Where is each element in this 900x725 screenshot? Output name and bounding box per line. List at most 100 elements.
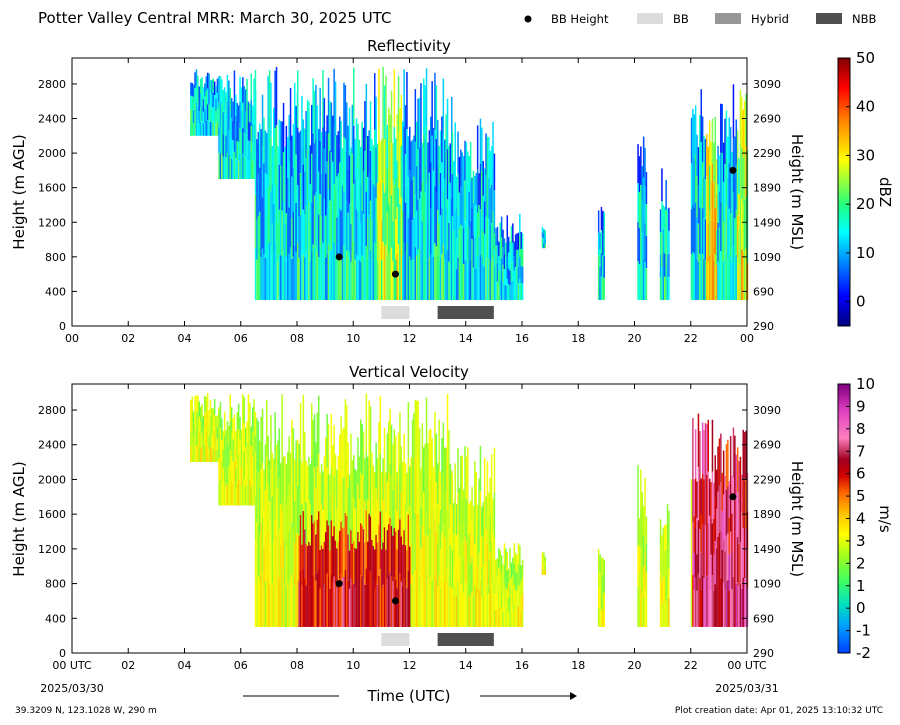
y-tick-right-label: 1890 xyxy=(753,508,781,521)
y-tick-label: 1200 xyxy=(38,543,66,556)
legend-nbb-swatch xyxy=(816,13,842,24)
y-tick-right-label: 690 xyxy=(753,612,774,625)
colorbar-tick-label: 9 xyxy=(856,397,866,415)
colorbar-tick-label: 2 xyxy=(856,554,866,572)
x-tick-label: 16 xyxy=(515,332,529,345)
velocity-ylabel: Height (m AGL) xyxy=(10,461,28,576)
y-tick-label: 1200 xyxy=(38,216,66,229)
start-date-label: 2025/03/30 xyxy=(40,682,103,695)
x-tick-label: 10 xyxy=(346,332,360,345)
colorbar-tick-label: 10 xyxy=(856,244,875,262)
y-tick-right-label: 3090 xyxy=(753,78,781,91)
x-tick-label: 08 xyxy=(290,659,304,672)
y-tick-right-label: 1890 xyxy=(753,182,781,195)
x-tick-label: 00 UTC xyxy=(52,659,92,672)
y-tick-right-label: 2290 xyxy=(753,147,781,160)
figure-title: Potter Valley Central MRR: March 30, 202… xyxy=(38,9,391,27)
x-tick-label: 20 xyxy=(628,659,642,672)
velocity-title: Vertical Velocity xyxy=(349,363,469,381)
bb-height-dot xyxy=(729,493,737,501)
bb-height-dot xyxy=(729,166,737,174)
legend-bb-swatch xyxy=(637,13,663,24)
x-tick-label: 02 xyxy=(121,659,135,672)
colorbar-tick-label: 8 xyxy=(856,420,866,438)
y-tick-label: 1600 xyxy=(38,182,66,195)
y-tick-right-label: 290 xyxy=(753,647,774,660)
y-tick-label: 2400 xyxy=(38,439,66,452)
y-tick-right-label: 2690 xyxy=(753,439,781,452)
y-tick-right-label: 690 xyxy=(753,285,774,298)
y-tick-label: 800 xyxy=(45,251,66,264)
y-tick-label: 400 xyxy=(45,612,66,625)
y-tick-label: 2800 xyxy=(38,404,66,417)
x-tick-label: 04 xyxy=(178,659,192,672)
legend-hybrid-swatch xyxy=(715,13,741,24)
colorbar-tick-label: 6 xyxy=(856,465,866,483)
reflectivity-title: Reflectivity xyxy=(367,37,451,55)
velocity-ylabel-right: Height (m MSL) xyxy=(788,461,806,577)
y-tick-label: 800 xyxy=(45,578,66,591)
velocity-colorbar: -2 -1 0 1 2 3 4 5 6 7 8 9 10 xyxy=(837,375,875,662)
y-tick-label: 400 xyxy=(45,285,66,298)
band-bb xyxy=(381,306,410,319)
band-nbb xyxy=(437,633,494,646)
x-tick-label: 06 xyxy=(234,659,248,672)
x-tick-label: 10 xyxy=(346,659,360,672)
legend-hybrid-label: Hybrid xyxy=(751,12,789,26)
colorbar-tick-label: 20 xyxy=(856,195,875,213)
velocity-colorbar-label: m/s xyxy=(876,505,894,533)
y-tick-right-label: 290 xyxy=(753,320,774,333)
colorbar-tick-label: 0 xyxy=(856,599,866,617)
reflectivity-panel: Reflectivity 00 02 04 06 08 10 12 14 16 18 20 22 000… xyxy=(10,37,894,345)
y-tick-label: 2400 xyxy=(38,113,66,126)
y-tick-label: 2800 xyxy=(38,78,66,91)
y-tick-label: 0 xyxy=(59,647,66,660)
colorbar-tick-label: 50 xyxy=(856,49,875,67)
reflectivity-plot: 00 02 04 06 08 10 12 14 16 18 20 22 0004008001200160… xyxy=(38,57,781,345)
bb-height-dot xyxy=(335,253,343,261)
colorbar-tick-label: 1 xyxy=(856,577,866,595)
y-tick-label: 2000 xyxy=(38,473,66,486)
reflectivity-colorbar: 0 10 20 30 40 50 xyxy=(837,49,875,327)
colorbar-tick-label: 10 xyxy=(856,375,875,393)
colorbar-tick-label: 3 xyxy=(856,532,866,550)
x-tick-label: 12 xyxy=(403,659,417,672)
y-tick-right-label: 2290 xyxy=(753,473,781,486)
y-tick-label: 0 xyxy=(59,320,66,333)
arrow-head-icon xyxy=(570,692,577,700)
x-tick-label: 14 xyxy=(459,659,473,672)
colorbar-tick-label: 40 xyxy=(856,98,875,116)
reflectivity-colorbar-label: dBZ xyxy=(876,177,894,207)
colorbar-tick-label: 4 xyxy=(856,510,866,528)
colorbar-tick-label: -1 xyxy=(856,622,871,640)
reflectivity-ylabel-right: Height (m MSL) xyxy=(788,134,806,250)
y-tick-right-label: 1090 xyxy=(753,578,781,591)
y-tick-right-label: 3090 xyxy=(753,404,781,417)
x-tick-label: 00 xyxy=(740,332,754,345)
colorbar-tick-label: 30 xyxy=(856,146,875,164)
x-tick-label: 00 UTC xyxy=(727,659,767,672)
legend: BB Height BB Hybrid NBB xyxy=(524,12,876,26)
colorbar-tick-label: 7 xyxy=(856,442,866,460)
x-tick-label: 00 xyxy=(65,332,79,345)
y-tick-label: 2000 xyxy=(38,147,66,160)
time-axis-arrow xyxy=(243,692,577,700)
reflectivity-colorbar-bar xyxy=(837,57,851,327)
velocity-panel: Vertical Velocity 00 UTC 02 04 06 08 10 12 14 16… xyxy=(10,363,894,672)
x-tick-label: 16 xyxy=(515,659,529,672)
colorbar-tick-label: -2 xyxy=(856,644,871,662)
y-tick-right-label: 1490 xyxy=(753,216,781,229)
legend-bb-height-label: BB Height xyxy=(551,12,609,26)
legend-bb-height-marker xyxy=(524,15,532,23)
x-tick-label: 08 xyxy=(290,332,304,345)
y-tick-right-label: 2690 xyxy=(753,113,781,126)
reflectivity-ylabel: Height (m AGL) xyxy=(10,134,28,249)
x-tick-label: 04 xyxy=(178,332,192,345)
x-tick-label: 12 xyxy=(403,332,417,345)
y-tick-right-label: 1090 xyxy=(753,251,781,264)
legend-nbb-label: NBB xyxy=(852,12,876,26)
colorbar-tick-label: 0 xyxy=(856,293,866,311)
colorbar-tick-label: 5 xyxy=(856,487,866,505)
velocity-plot: 00 UTC 02 04 06 08 10 12 14 16 18 20 22 00 UTC040080… xyxy=(38,383,781,672)
